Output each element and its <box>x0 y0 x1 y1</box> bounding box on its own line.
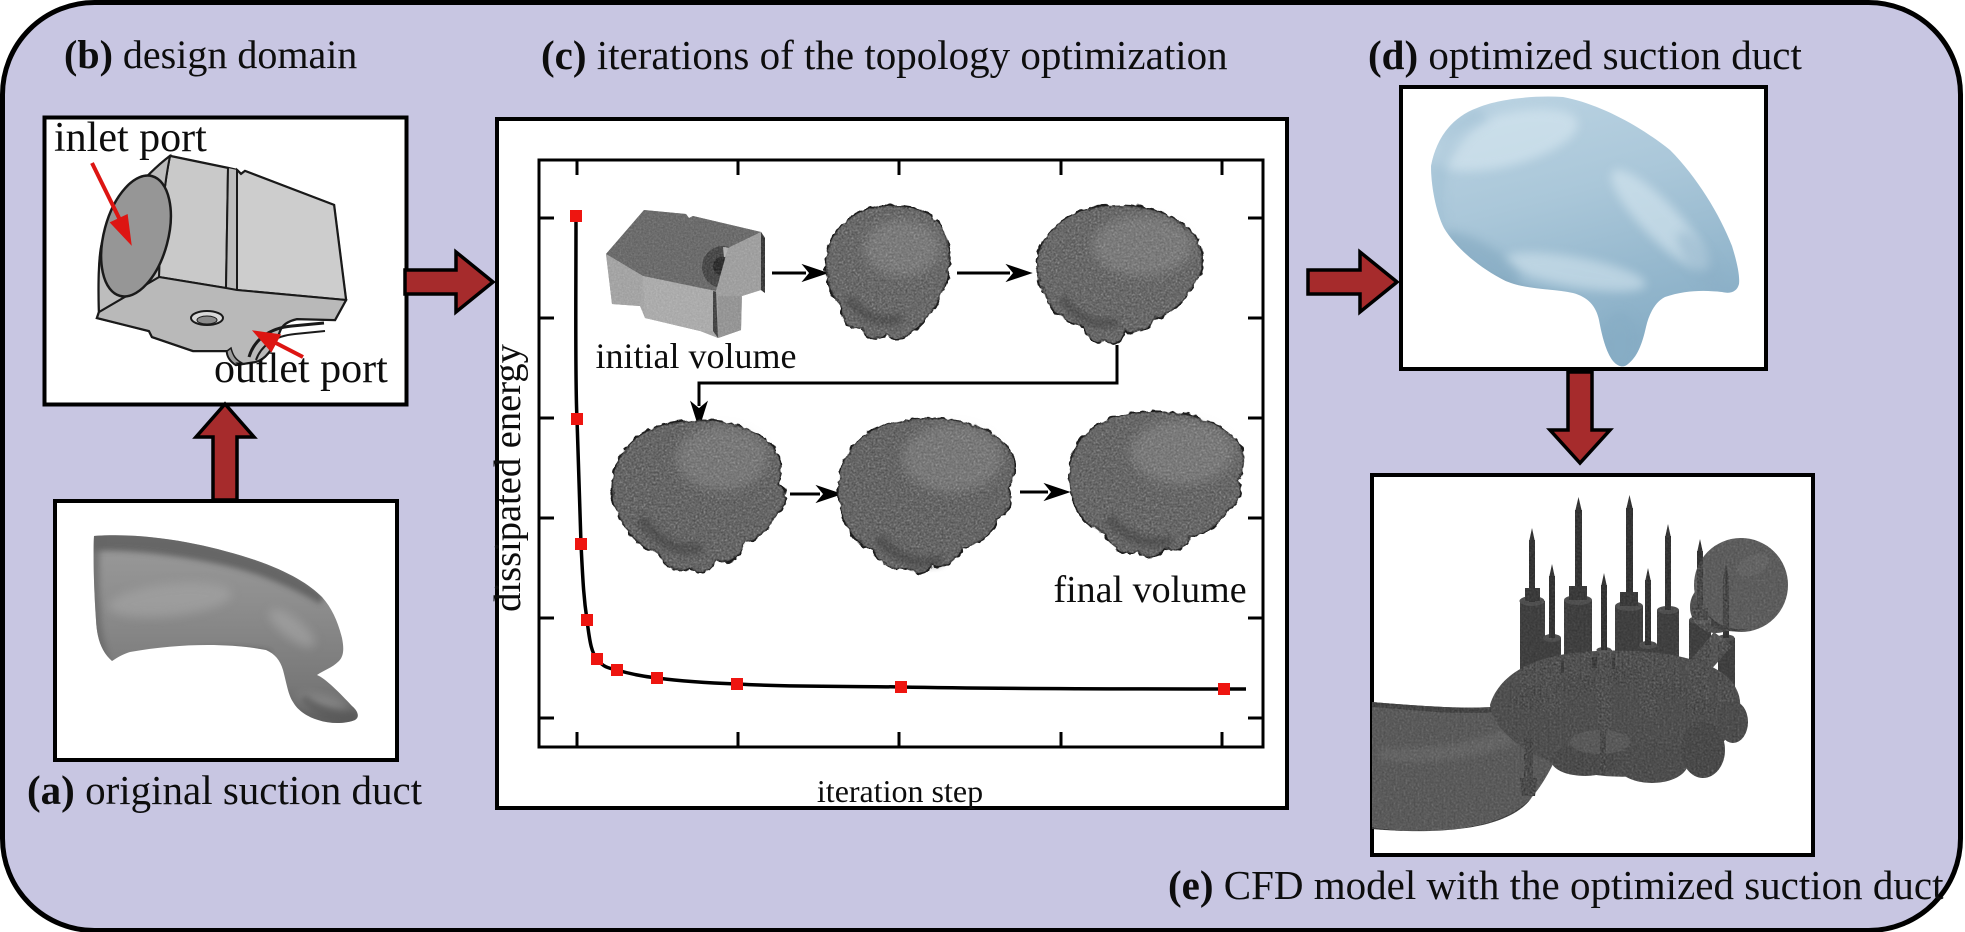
svg-text:(e) CFD model with the optimiz: (e) CFD model with the optimized suction… <box>1168 862 1944 908</box>
svg-text:(d) optimized suction duct: (d) optimized suction duct <box>1368 32 1802 78</box>
svg-text:dissipated energy: dissipated energy <box>487 343 529 611</box>
svg-text:outlet port: outlet port <box>214 346 388 392</box>
svg-text:initial volume: initial volume <box>596 336 797 376</box>
svg-text:iteration step: iteration step <box>817 773 983 809</box>
svg-text:inlet port: inlet port <box>54 115 207 161</box>
svg-text:(b) design domain: (b) design domain <box>64 32 357 77</box>
svg-text:final volume: final volume <box>1053 569 1246 611</box>
svg-text:(a) original suction duct: (a) original suction duct <box>27 767 423 813</box>
svg-text:(c) iterations of the topology: (c) iterations of the topology optimizat… <box>541 32 1228 78</box>
